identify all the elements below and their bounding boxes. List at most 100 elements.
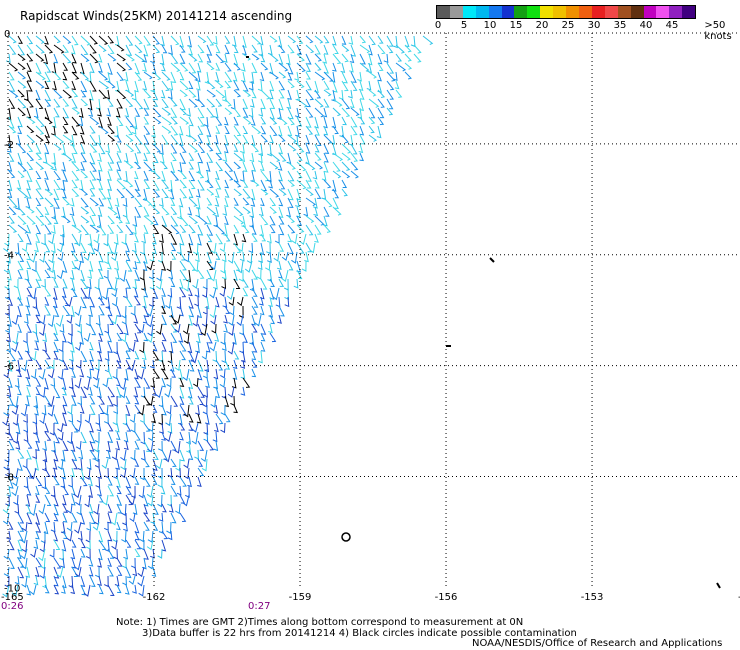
wind-barb bbox=[305, 134, 311, 145]
wind-barb bbox=[35, 278, 42, 289]
wind-barb bbox=[23, 431, 29, 443]
wind-barb bbox=[71, 125, 78, 136]
wind-barb bbox=[170, 116, 178, 125]
wind-barb bbox=[314, 89, 322, 99]
wind-barb bbox=[14, 575, 20, 585]
wind-barb bbox=[42, 449, 48, 463]
wind-barb bbox=[206, 233, 213, 243]
wind-barb bbox=[95, 98, 101, 111]
wind-barb bbox=[193, 242, 199, 256]
wind-barb bbox=[197, 458, 204, 467]
wind-barb bbox=[107, 62, 113, 75]
legend-swatch bbox=[604, 6, 618, 18]
wind-barb bbox=[287, 125, 293, 137]
wind-barb bbox=[125, 53, 135, 62]
wind-barb bbox=[35, 179, 42, 190]
wind-barb bbox=[242, 287, 249, 297]
time-label: 0:27 bbox=[248, 601, 270, 612]
wind-barb bbox=[107, 530, 113, 542]
wind-barb bbox=[206, 80, 216, 90]
wind-barb bbox=[97, 206, 103, 217]
wind-barb bbox=[212, 35, 218, 45]
wind-barb bbox=[219, 242, 226, 253]
wind-barb bbox=[17, 233, 24, 242]
wind-barb bbox=[116, 485, 122, 495]
wind-barb bbox=[26, 188, 32, 199]
wind-barb bbox=[79, 62, 85, 75]
wind-barb bbox=[251, 224, 257, 235]
wind-barb bbox=[179, 251, 186, 261]
wind-barb bbox=[116, 332, 123, 341]
wind-barb bbox=[143, 422, 151, 432]
wind-barb bbox=[80, 44, 89, 55]
wind-barb bbox=[242, 179, 249, 188]
wind-barb bbox=[35, 134, 44, 142]
wind-barb bbox=[143, 521, 150, 531]
wind-barb bbox=[86, 458, 92, 471]
wind-barb bbox=[26, 485, 32, 496]
wind-barb bbox=[89, 62, 95, 74]
wind-barb bbox=[107, 341, 113, 354]
wind-barb bbox=[188, 287, 193, 297]
wind-barb bbox=[62, 62, 69, 71]
wind-barb bbox=[242, 116, 252, 125]
wind-barb bbox=[71, 116, 81, 127]
wind-barb bbox=[258, 143, 264, 157]
wind-barb bbox=[114, 422, 120, 433]
wind-barb bbox=[332, 125, 339, 135]
wind-barb bbox=[107, 260, 112, 270]
wind-barb bbox=[62, 512, 68, 523]
wind-barb bbox=[123, 440, 129, 451]
wind-barb bbox=[258, 206, 264, 217]
wind-barb bbox=[341, 98, 351, 110]
wind-barb bbox=[80, 197, 89, 208]
wind-barb bbox=[116, 143, 122, 153]
wind-barb bbox=[62, 53, 72, 64]
wind-barb bbox=[111, 314, 118, 325]
wind-barb bbox=[88, 476, 93, 487]
wind-barb bbox=[50, 242, 56, 253]
wind-barb bbox=[143, 44, 149, 57]
wind-barb bbox=[197, 152, 204, 164]
wind-barb bbox=[161, 377, 167, 388]
wind-barb bbox=[296, 44, 303, 55]
wind-barb bbox=[368, 125, 375, 134]
wind-barb bbox=[157, 476, 163, 488]
wind-barb bbox=[134, 521, 140, 534]
wind-barb bbox=[35, 431, 41, 443]
wind-barb bbox=[323, 89, 332, 97]
wind-barb bbox=[131, 125, 137, 135]
wind-barb bbox=[139, 269, 145, 281]
wind-barb bbox=[97, 386, 102, 399]
wind-barb bbox=[170, 206, 178, 215]
wind-barb bbox=[179, 188, 188, 199]
wind-barb bbox=[8, 62, 19, 72]
wind-barb bbox=[89, 80, 97, 92]
wind-barb bbox=[6, 386, 12, 398]
wind-barb bbox=[134, 296, 141, 306]
wind-barb bbox=[4, 233, 10, 247]
wind-barb bbox=[80, 386, 88, 398]
wind-barb bbox=[215, 233, 223, 245]
wind-barb bbox=[134, 35, 143, 45]
wind-barb bbox=[56, 269, 64, 280]
wind-barb bbox=[186, 431, 191, 445]
wind-barb bbox=[70, 242, 76, 253]
legend-swatch bbox=[449, 6, 463, 18]
wind-barb bbox=[341, 35, 347, 45]
wind-barb bbox=[134, 395, 140, 405]
wind-barb bbox=[94, 359, 100, 371]
wind-barb bbox=[215, 62, 221, 71]
wind-barb bbox=[71, 368, 76, 378]
wind-barb bbox=[53, 215, 59, 224]
wind-barb bbox=[138, 530, 145, 543]
wind-barb bbox=[174, 440, 181, 454]
wind-barb bbox=[149, 251, 155, 263]
wind-barb bbox=[44, 377, 49, 390]
wind-barb bbox=[194, 449, 199, 460]
wind-barb bbox=[132, 584, 137, 594]
wind-barb bbox=[35, 197, 42, 206]
wind-barb bbox=[105, 143, 111, 154]
wind-barb bbox=[17, 188, 28, 199]
wind-barb bbox=[350, 152, 359, 162]
